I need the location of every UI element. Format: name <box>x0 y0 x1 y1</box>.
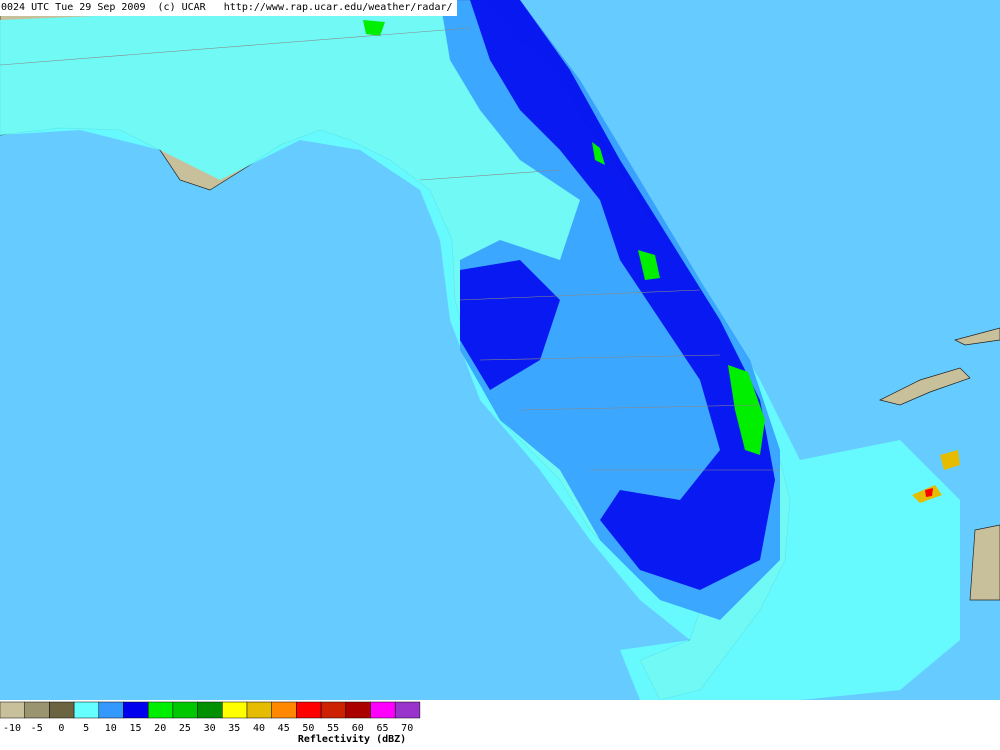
legend-swatch <box>172 701 198 719</box>
legend-swatch <box>98 701 124 719</box>
legend-swatch <box>73 701 100 719</box>
legend-swatch <box>345 701 371 719</box>
legend-tick-label: 5 <box>83 723 89 734</box>
radar-convective <box>912 450 960 503</box>
legend-tick-label: -5 <box>31 723 43 734</box>
legend-swatch <box>123 701 149 719</box>
legend-swatch <box>320 701 347 719</box>
legend-swatch <box>394 701 421 719</box>
land-bahamas <box>878 327 1000 601</box>
legend-tick-label: 50 <box>302 723 314 734</box>
legend-tick-label: 45 <box>278 723 290 734</box>
legend-tick-label: 0 <box>58 723 64 734</box>
legend-swatch <box>370 701 396 719</box>
legend-swatch <box>49 701 75 719</box>
radar-core <box>925 488 933 497</box>
legend-swatch <box>147 701 174 719</box>
radar-map <box>0 0 1000 700</box>
county-lines <box>0 27 780 471</box>
legend-swatch <box>222 701 248 719</box>
legend-swatch <box>24 701 50 719</box>
legend-tick-label: 65 <box>376 723 388 734</box>
legend-swatch <box>0 701 25 719</box>
legend-tick-label: 30 <box>204 723 216 734</box>
legend-tick-label: 25 <box>179 723 191 734</box>
legend-tick-label: 60 <box>352 723 364 734</box>
legend-title: Reflectivity (dBZ) <box>298 733 406 745</box>
legend-tick-label: 70 <box>401 723 413 734</box>
legend-swatch <box>197 701 223 719</box>
legend-tick-label: -10 <box>3 723 21 734</box>
legend-tick-label: 20 <box>154 723 166 734</box>
color-legend: Reflectivity (dBZ) -10 -5 0 5 10 15 20 25 30 35 40… <box>0 701 421 745</box>
legend-swatch <box>296 701 322 719</box>
legend-tick-label: 15 <box>129 723 141 734</box>
legend-tick-label: 40 <box>253 723 265 734</box>
radar-medium <box>440 0 780 620</box>
header-title: 0024 UTC Tue 29 Sep 2009 (c) UCAR http:/… <box>0 0 457 16</box>
radar-dark <box>460 0 775 590</box>
legend-swatch <box>246 701 272 719</box>
legend-tick-label: 10 <box>105 723 117 734</box>
legend-swatch <box>271 701 297 719</box>
legend-tick-label: 55 <box>327 723 339 734</box>
legend-tick-label: 35 <box>228 723 240 734</box>
